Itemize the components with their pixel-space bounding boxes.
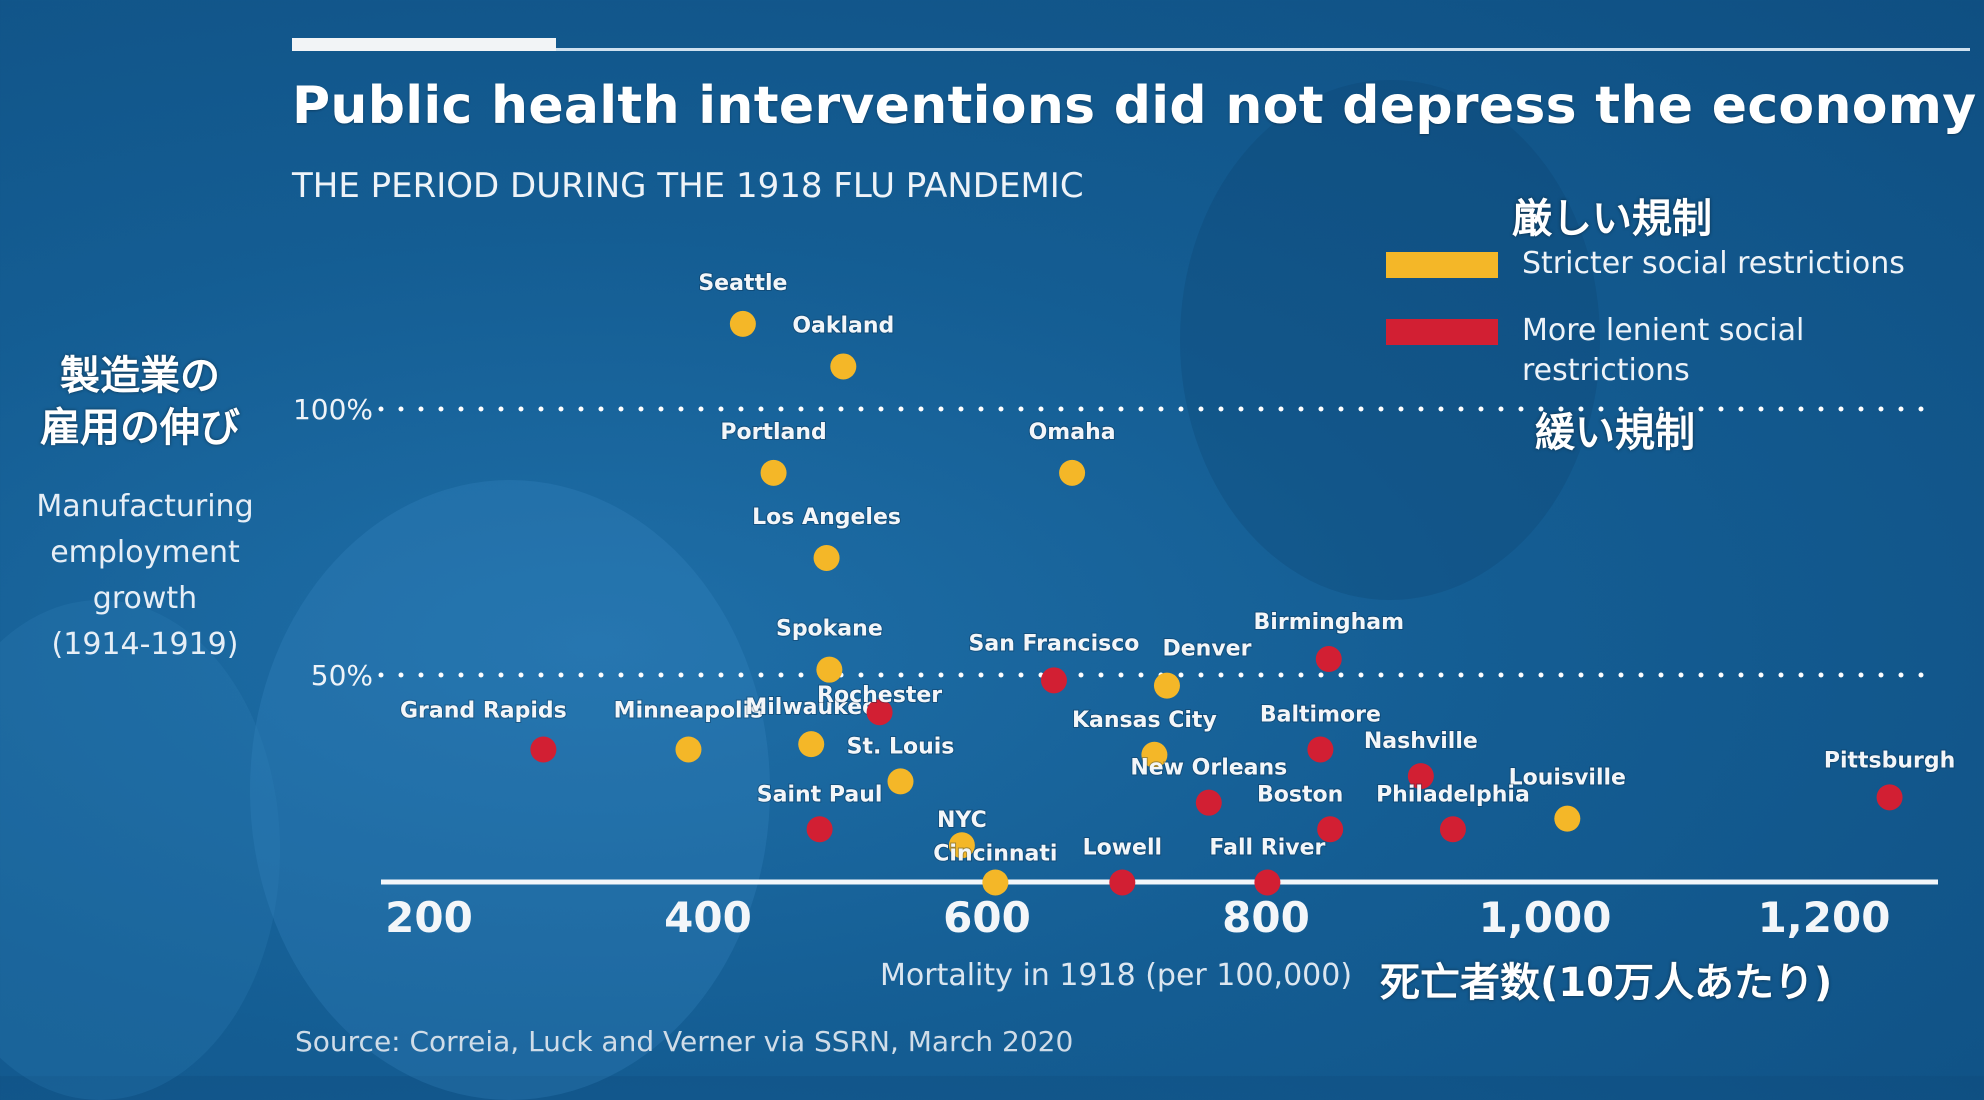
data-point-lenient <box>866 699 893 726</box>
data-point-strict <box>982 869 1009 896</box>
city-label: Portland <box>720 420 826 445</box>
data-point-strict <box>830 353 857 380</box>
data-point-strict <box>887 768 914 795</box>
x-tick-label: 400 <box>664 893 752 942</box>
city-label: Cincinnati <box>933 841 1057 866</box>
city-label: Spokane <box>776 617 883 642</box>
x-tick-label: 600 <box>943 893 1031 942</box>
x-tick-label: 800 <box>1222 893 1310 942</box>
city-label: Boston <box>1257 782 1343 807</box>
y-axis-label-line: growth <box>92 581 198 616</box>
legend-label-strict: Stricter social restrictions <box>1522 246 1905 281</box>
y-axis-label-line: Manufacturing <box>36 489 254 524</box>
data-point-lenient <box>1040 667 1067 694</box>
data-point-lenient <box>1317 816 1344 843</box>
legend-lenient-jp-label: 緩い規制 <box>1535 410 1695 456</box>
city-label: San Francisco <box>969 631 1140 656</box>
y-axis-label: Manufacturing employment growth (1914-19… <box>20 484 270 668</box>
city-label: Seattle <box>698 271 787 296</box>
data-point-lenient <box>806 816 833 843</box>
legend-label-lenient: More lenient social restrictions <box>1522 311 1804 391</box>
y-axis-label-line: employment <box>50 535 240 570</box>
city-label: Oakland <box>792 313 894 338</box>
data-point-lenient <box>1876 784 1903 811</box>
data-point-lenient <box>1315 646 1342 673</box>
y-tick-label: 100% <box>293 393 373 426</box>
legend-strict-jp-label: 厳しい規制 <box>1512 196 1712 242</box>
data-point-lenient <box>1439 816 1466 843</box>
data-point-strict <box>1153 672 1180 699</box>
data-point-strict <box>675 736 702 763</box>
city-label: Nashville <box>1364 729 1478 754</box>
x-tick-label: 1,000 <box>1478 893 1612 942</box>
x-axis-label-jp: 死亡者数(10万人あたり) <box>1380 960 1833 1006</box>
data-point-strict <box>798 731 825 758</box>
chart-subtitle: THE PERIOD DURING THE 1918 FLU PANDEMIC <box>292 166 1084 206</box>
legend-label-lenient-line1: More lenient social <box>1522 313 1805 348</box>
city-label: Grand Rapids <box>400 698 567 723</box>
legend-swatch-lenient <box>1386 319 1498 345</box>
x-axis-label: Mortality in 1918 (per 100,000) <box>880 958 1353 993</box>
city-label: Philadelphia <box>1376 782 1530 807</box>
city-label: St. Louis <box>847 734 955 759</box>
city-label: Los Angeles <box>752 505 901 530</box>
x-tick-label: 200 <box>385 893 473 942</box>
x-tick-label: 1,200 <box>1757 893 1891 942</box>
data-point-strict <box>1059 459 1086 486</box>
city-label: Pittsburgh <box>1824 748 1955 773</box>
data-point-lenient <box>530 736 557 763</box>
data-point-strict <box>729 310 756 337</box>
data-point-lenient <box>1307 736 1334 763</box>
data-point-strict <box>813 544 840 571</box>
y-axis-label-line: (1914-1919) <box>51 627 239 662</box>
city-label: Rochester <box>817 683 942 708</box>
city-label: Fall River <box>1209 835 1325 860</box>
city-label: Minneapolis <box>614 698 764 723</box>
city-label: Baltimore <box>1260 702 1381 727</box>
data-point-strict <box>760 459 787 486</box>
data-point-lenient <box>1195 789 1222 816</box>
city-label: Louisville <box>1509 766 1626 791</box>
data-point-lenient <box>1109 869 1136 896</box>
header-rule <box>556 48 1970 51</box>
data-point-lenient <box>1407 763 1434 790</box>
city-label: NYC <box>937 808 987 833</box>
chart-title: Public health interventions did not depr… <box>292 76 1977 136</box>
y-axis-label-jp: 製造業の 雇用の伸び <box>20 350 260 454</box>
data-point-lenient <box>1254 869 1281 896</box>
y-tick-label: 50% <box>311 659 373 692</box>
data-point-strict <box>1554 805 1581 832</box>
city-label: Omaha <box>1029 420 1116 445</box>
city-label: New Orleans <box>1130 756 1287 781</box>
data-point-strict <box>1141 741 1168 768</box>
source-note: Source: Correia, Luck and Verner via SSR… <box>295 1025 1074 1058</box>
city-label: Kansas City <box>1072 708 1217 733</box>
header-accent-bar <box>292 38 556 51</box>
city-label: Saint Paul <box>757 782 883 807</box>
city-label: Birmingham <box>1254 610 1404 635</box>
city-label: Milwaukee <box>745 695 877 720</box>
data-point-strict <box>816 656 843 683</box>
y-axis-label-jp-line1: 製造業の <box>60 353 220 399</box>
data-point-strict <box>948 832 975 859</box>
city-label: Denver <box>1162 637 1251 662</box>
legend-label-lenient-line2: restrictions <box>1522 353 1690 388</box>
legend-swatch-strict <box>1386 252 1498 278</box>
city-label: Lowell <box>1083 835 1162 860</box>
y-axis-label-jp-line2: 雇用の伸び <box>40 405 240 451</box>
